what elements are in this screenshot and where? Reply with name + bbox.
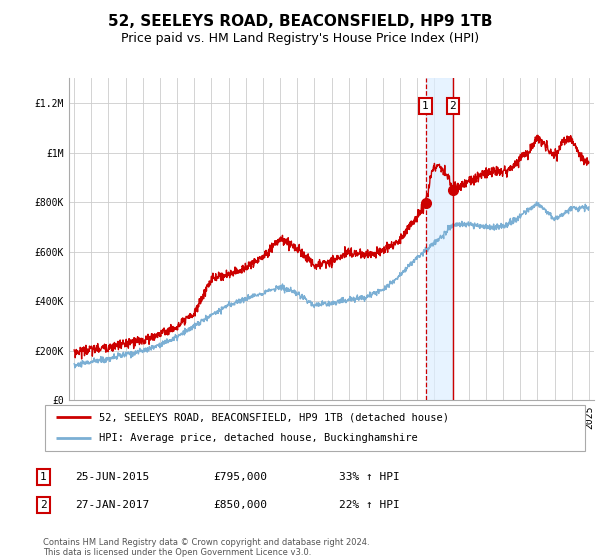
Text: 2: 2 <box>40 500 47 510</box>
Text: 1: 1 <box>40 472 47 482</box>
Text: 52, SEELEYS ROAD, BEACONSFIELD, HP9 1TB: 52, SEELEYS ROAD, BEACONSFIELD, HP9 1TB <box>108 14 492 29</box>
Text: 22% ↑ HPI: 22% ↑ HPI <box>339 500 400 510</box>
Text: 33% ↑ HPI: 33% ↑ HPI <box>339 472 400 482</box>
Text: Price paid vs. HM Land Registry's House Price Index (HPI): Price paid vs. HM Land Registry's House … <box>121 32 479 45</box>
Text: 25-JUN-2015: 25-JUN-2015 <box>75 472 149 482</box>
FancyBboxPatch shape <box>45 405 585 451</box>
Text: 2: 2 <box>449 101 457 111</box>
Text: £795,000: £795,000 <box>213 472 267 482</box>
Text: 1: 1 <box>422 101 429 111</box>
Text: £850,000: £850,000 <box>213 500 267 510</box>
Text: Contains HM Land Registry data © Crown copyright and database right 2024.
This d: Contains HM Land Registry data © Crown c… <box>43 538 370 557</box>
Text: 27-JAN-2017: 27-JAN-2017 <box>75 500 149 510</box>
Text: HPI: Average price, detached house, Buckinghamshire: HPI: Average price, detached house, Buck… <box>99 433 418 444</box>
Text: 52, SEELEYS ROAD, BEACONSFIELD, HP9 1TB (detached house): 52, SEELEYS ROAD, BEACONSFIELD, HP9 1TB … <box>99 412 449 422</box>
